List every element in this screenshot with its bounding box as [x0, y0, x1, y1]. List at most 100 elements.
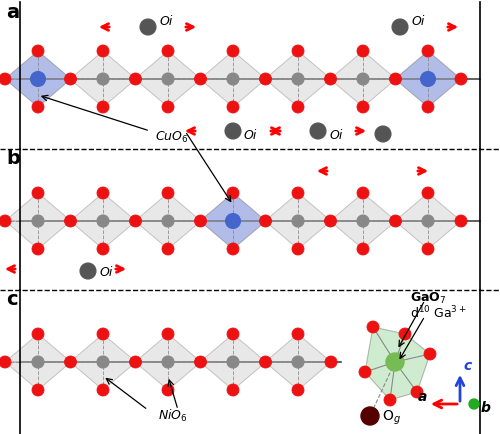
Circle shape — [162, 328, 174, 340]
Circle shape — [97, 356, 109, 368]
Circle shape — [384, 394, 396, 406]
Circle shape — [162, 356, 174, 368]
Polygon shape — [200, 334, 266, 362]
Circle shape — [162, 101, 174, 113]
Circle shape — [31, 72, 45, 86]
Circle shape — [162, 215, 174, 227]
Polygon shape — [395, 79, 461, 107]
Circle shape — [32, 328, 44, 340]
Circle shape — [32, 356, 44, 368]
Circle shape — [424, 348, 436, 360]
Circle shape — [162, 384, 174, 396]
Polygon shape — [265, 79, 331, 107]
Polygon shape — [265, 334, 331, 362]
Text: Oi: Oi — [99, 266, 112, 279]
Circle shape — [260, 73, 272, 85]
Text: b: b — [6, 149, 20, 168]
Circle shape — [357, 73, 369, 85]
Circle shape — [97, 73, 109, 85]
Circle shape — [260, 356, 272, 368]
Circle shape — [411, 386, 423, 398]
Polygon shape — [5, 362, 71, 390]
Polygon shape — [265, 362, 331, 390]
Polygon shape — [5, 193, 71, 221]
Circle shape — [422, 45, 434, 57]
Text: Oi: Oi — [329, 129, 342, 142]
Circle shape — [292, 73, 304, 85]
Circle shape — [97, 243, 109, 255]
Circle shape — [357, 187, 369, 199]
Circle shape — [0, 215, 11, 227]
Polygon shape — [395, 221, 461, 249]
Polygon shape — [70, 221, 136, 249]
Text: c: c — [463, 359, 471, 373]
Circle shape — [367, 321, 379, 333]
Circle shape — [162, 187, 174, 199]
Circle shape — [455, 215, 467, 227]
Circle shape — [64, 215, 76, 227]
Circle shape — [32, 101, 44, 113]
Circle shape — [357, 101, 369, 113]
Circle shape — [422, 187, 434, 199]
Circle shape — [292, 187, 304, 199]
Polygon shape — [265, 51, 331, 79]
Circle shape — [324, 73, 336, 85]
Circle shape — [97, 187, 109, 199]
Polygon shape — [135, 334, 201, 362]
Circle shape — [324, 215, 336, 227]
Polygon shape — [200, 79, 266, 107]
Circle shape — [130, 215, 141, 227]
Circle shape — [227, 328, 239, 340]
Polygon shape — [395, 51, 461, 79]
Circle shape — [194, 73, 206, 85]
Circle shape — [390, 215, 402, 227]
Polygon shape — [200, 193, 266, 221]
Polygon shape — [200, 221, 266, 249]
Circle shape — [227, 73, 239, 85]
Circle shape — [390, 73, 402, 85]
Circle shape — [32, 243, 44, 255]
Circle shape — [455, 73, 467, 85]
Circle shape — [392, 19, 408, 35]
Circle shape — [361, 407, 379, 425]
Circle shape — [292, 384, 304, 396]
Text: c: c — [6, 290, 18, 309]
Circle shape — [292, 356, 304, 368]
Circle shape — [227, 101, 239, 113]
Circle shape — [97, 215, 109, 227]
Circle shape — [227, 384, 239, 396]
Polygon shape — [5, 221, 71, 249]
Circle shape — [227, 243, 239, 255]
Text: Oi: Oi — [244, 129, 258, 142]
Circle shape — [357, 243, 369, 255]
Polygon shape — [395, 193, 461, 221]
Circle shape — [227, 356, 239, 368]
Circle shape — [292, 101, 304, 113]
Circle shape — [227, 45, 239, 57]
Circle shape — [0, 73, 11, 85]
Polygon shape — [5, 79, 71, 107]
Circle shape — [325, 356, 337, 368]
Circle shape — [422, 215, 434, 227]
Circle shape — [64, 356, 76, 368]
Circle shape — [80, 263, 96, 279]
Circle shape — [97, 101, 109, 113]
Polygon shape — [70, 334, 136, 362]
Polygon shape — [70, 362, 136, 390]
Circle shape — [64, 73, 76, 85]
Circle shape — [97, 384, 109, 396]
Circle shape — [32, 45, 44, 57]
Polygon shape — [135, 221, 201, 249]
Circle shape — [227, 187, 239, 199]
Circle shape — [421, 72, 435, 86]
Polygon shape — [365, 327, 430, 400]
Text: Oi: Oi — [159, 15, 172, 28]
Text: NiO$_6$: NiO$_6$ — [158, 408, 188, 424]
Circle shape — [375, 126, 391, 142]
Polygon shape — [135, 362, 201, 390]
Circle shape — [422, 101, 434, 113]
Circle shape — [162, 243, 174, 255]
Circle shape — [130, 73, 141, 85]
Circle shape — [359, 366, 371, 378]
Circle shape — [357, 45, 369, 57]
